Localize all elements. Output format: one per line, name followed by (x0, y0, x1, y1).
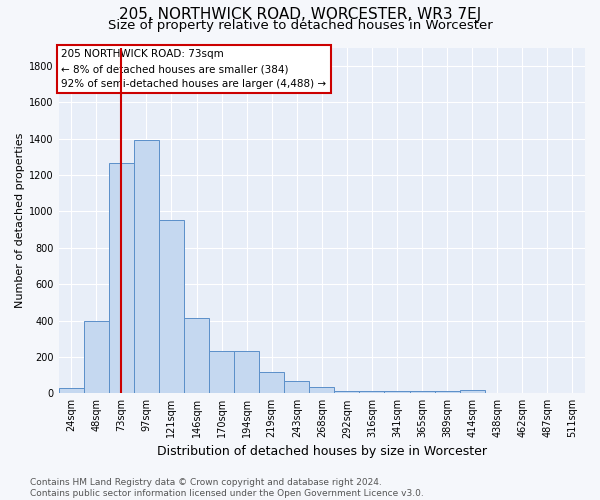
Bar (134, 140, 159, 394)
Bar (460, 390, 485, 394)
Text: 205, NORTHWICK ROAD, WORCESTER, WR3 7EJ: 205, NORTHWICK ROAD, WORCESTER, WR3 7EJ (119, 8, 481, 22)
Text: Size of property relative to detached houses in Worcester: Size of property relative to detached ho… (107, 18, 493, 32)
Bar (234, 352, 259, 394)
Bar (259, 372, 284, 394)
Bar (359, 390, 385, 394)
Text: 205 NORTHWICK ROAD: 73sqm
← 8% of detached houses are smaller (384)
92% of semi-: 205 NORTHWICK ROAD: 73sqm ← 8% of detach… (61, 49, 326, 89)
Bar (334, 390, 359, 394)
Bar (109, 163, 134, 394)
Bar (184, 318, 209, 394)
Text: Contains HM Land Registry data © Crown copyright and database right 2024.
Contai: Contains HM Land Registry data © Crown c… (30, 478, 424, 498)
Bar (59, 388, 84, 394)
Bar (159, 220, 184, 394)
Bar (284, 380, 309, 394)
Bar (434, 390, 460, 394)
Bar (385, 390, 410, 394)
Y-axis label: Number of detached properties: Number of detached properties (15, 132, 25, 308)
Bar (209, 352, 234, 394)
Bar (410, 390, 434, 394)
X-axis label: Distribution of detached houses by size in Worcester: Distribution of detached houses by size … (157, 444, 487, 458)
Bar (84, 322, 109, 394)
Bar (309, 386, 334, 394)
